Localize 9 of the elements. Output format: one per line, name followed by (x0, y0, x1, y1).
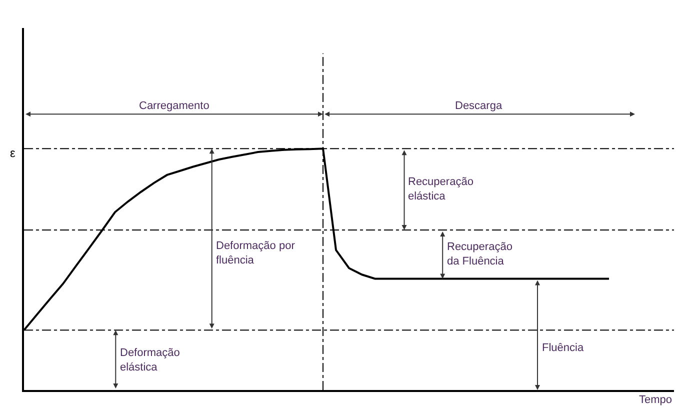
x-axis-title: Tempo (639, 394, 672, 406)
annotation: Deformação elástica (120, 347, 180, 374)
annotation: Recuperação da Fluência (447, 241, 512, 268)
text: Descarga (455, 100, 503, 112)
annotation: Deformação por fluência (216, 240, 296, 266)
text: Carregamento (139, 100, 210, 112)
y-axis-title: ε (10, 146, 16, 160)
annotation: Recuperação elástica (408, 176, 474, 202)
annotation: Fluência (542, 342, 584, 354)
